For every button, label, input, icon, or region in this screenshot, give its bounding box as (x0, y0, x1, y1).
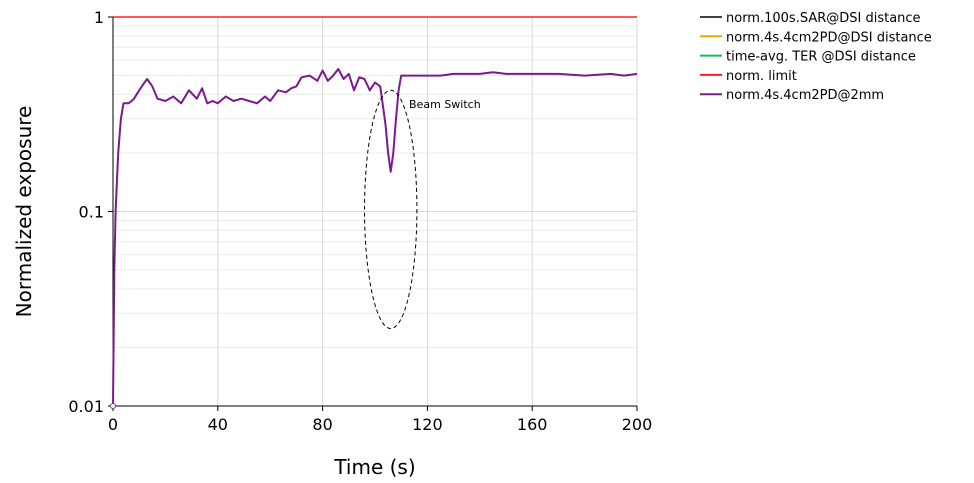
x-tick-label: 40 (208, 415, 228, 434)
series-line (112, 68, 638, 407)
legend-label: norm. limit (726, 69, 797, 84)
y-tick-label: 1 (94, 8, 104, 27)
x-tick-label: 80 (312, 415, 332, 434)
y-tick-label: 0.01 (68, 397, 104, 416)
legend: norm.100s.SAR@DSI distance norm.4s.4cm2PD… (700, 11, 932, 103)
legend-label: norm.4s.4cm2PD@2mm (726, 88, 884, 103)
x-tick-label: 200 (622, 415, 653, 434)
x-tick-label: 120 (412, 415, 443, 434)
tick-labels: 0 40 80 120 160 200 0.01 0.1 1 (68, 8, 652, 434)
x-tick-label: 0 (108, 415, 118, 434)
y-tick-label: 0.1 (79, 203, 104, 222)
beam-switch-annotation: Beam Switch (409, 98, 481, 111)
minor-gridlines (113, 25, 637, 348)
axes (108, 16, 638, 411)
series-start-marker (110, 403, 116, 409)
series-group (110, 16, 638, 409)
legend-label: norm.4s.4cm2PD@DSI distance (726, 30, 932, 45)
beam-switch-ellipse (364, 89, 418, 330)
x-tick-label: 160 (517, 415, 548, 434)
legend-label: norm.100s.SAR@DSI distance (726, 11, 921, 26)
y-axis-label: Normalized exposure (12, 106, 36, 318)
x-axis-label: Time (s) (333, 455, 415, 479)
dashed-ellipse (364, 89, 418, 330)
legend-label: time-avg. TER @DSI distance (726, 50, 916, 65)
